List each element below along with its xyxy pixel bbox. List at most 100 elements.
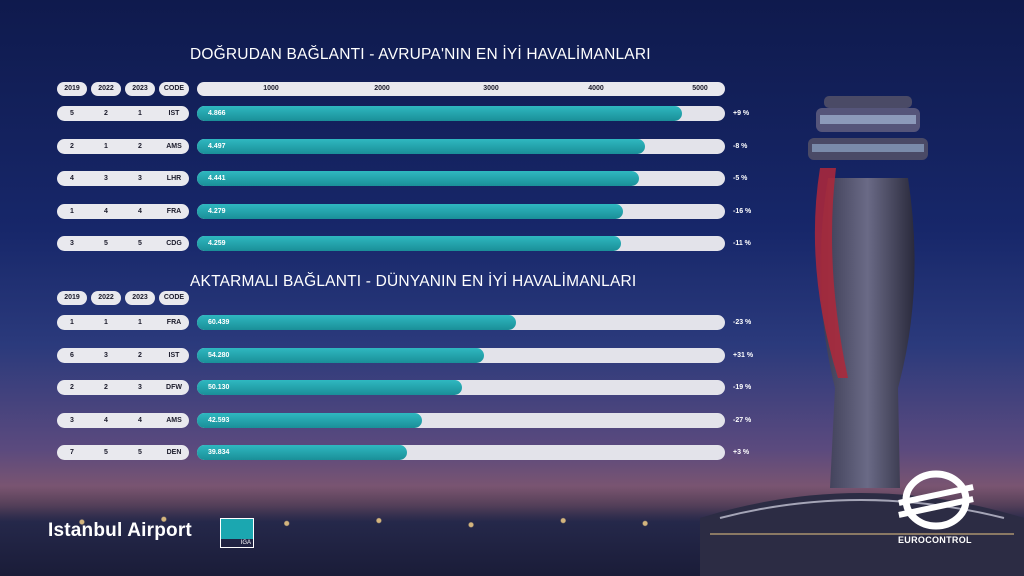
airport-code: DEN xyxy=(166,449,182,456)
airport-code: LHR xyxy=(166,175,182,182)
ranking-pill: 3 5 5 CDG xyxy=(57,236,189,251)
bar-ist: 54.280 xyxy=(197,347,484,363)
bar-fra: 4.279 xyxy=(197,203,623,219)
rank-2019: 2 xyxy=(70,384,74,391)
airport-control-tower-illustration xyxy=(808,96,928,488)
bar-dfw: 50.130 xyxy=(197,380,462,395)
bar-track: 60.439 xyxy=(197,315,725,330)
rank-2023: 5 xyxy=(138,240,142,247)
section-title-transfer: AKTARMALI BAĞLANTI - DÜNYANIN EN İYİ HAV… xyxy=(190,273,637,290)
rank-2022: 4 xyxy=(104,416,108,424)
bar-value-label: 4.497 xyxy=(208,142,226,150)
istanbul-airport-logo: Istanbul Airport xyxy=(48,520,192,541)
change-percent: +31 % xyxy=(733,351,754,359)
bar-value-label: 4.259 xyxy=(208,240,226,247)
bar-track: 42.593 xyxy=(197,412,725,428)
header-pill-2023: 2023 xyxy=(125,291,155,305)
airport-code: DFW xyxy=(166,384,182,391)
rank-2019: 3 xyxy=(70,416,74,424)
ranking-pill: 3 4 4 AMS xyxy=(57,412,189,428)
bar-value-label: 50.130 xyxy=(208,384,230,391)
bar-track: 4.279 xyxy=(197,203,725,219)
rank-2022: 1 xyxy=(104,319,108,326)
airport-code: FRA xyxy=(166,207,182,215)
rank-2019: 4 xyxy=(70,175,74,182)
eurocontrol-wordmark: EUROCONTROL xyxy=(898,535,972,545)
ranking-pill: 1 4 4 FRA xyxy=(57,203,189,219)
header-pill-2023: 2023 xyxy=(125,82,155,96)
bar-cdg: 4.259 xyxy=(197,236,621,251)
rank-2019: 6 xyxy=(70,351,74,359)
bar-track: 4.259 xyxy=(197,236,725,251)
bar-value-label: 4.279 xyxy=(208,207,226,215)
rank-2022: 3 xyxy=(104,351,108,359)
rank-2022: 2 xyxy=(104,110,108,117)
ranking-pill: 6 3 2 IST xyxy=(57,347,189,363)
header-pill-2022: 2022 xyxy=(91,82,121,96)
airport-code: AMS xyxy=(166,416,182,424)
rank-2022: 4 xyxy=(104,207,108,215)
rank-2022: 3 xyxy=(104,175,108,182)
airport-code: IST xyxy=(168,351,180,359)
change-percent: -16 % xyxy=(733,207,752,215)
bar-ams: 42.593 xyxy=(197,412,422,428)
change-percent: -8 % xyxy=(733,142,748,150)
bar-track: 39.834 xyxy=(197,445,725,460)
bar-value-label: 60.439 xyxy=(208,319,230,326)
bar-track: 50.130 xyxy=(197,380,725,395)
section-title-direct: DOĞRUDAN BAĞLANTI - AVRUPA'NIN EN İYİ HA… xyxy=(190,46,651,63)
rank-2019: 1 xyxy=(70,319,74,326)
airport-code: IST xyxy=(168,110,180,117)
bar-den: 39.834 xyxy=(197,445,407,460)
ranking-pill: 2 2 3 DFW xyxy=(57,380,189,395)
rank-2022: 5 xyxy=(104,449,108,456)
change-percent: -11 % xyxy=(733,240,751,247)
airport-code: AMS xyxy=(166,142,182,150)
bar-value-label: 54.280 xyxy=(208,351,230,359)
bar-value-label: 4.441 xyxy=(208,175,226,182)
rank-2023: 4 xyxy=(138,416,142,424)
x-tick-label: 2000 xyxy=(374,85,390,92)
rank-2023: 4 xyxy=(138,207,142,215)
ranking-pill: 5 2 1 IST xyxy=(57,106,189,121)
x-tick-label: 5000 xyxy=(692,85,708,92)
change-percent: +9 % xyxy=(733,110,750,117)
header-pill-2022: 2022 xyxy=(91,291,121,305)
rank-2023: 2 xyxy=(138,142,142,150)
header-pill-code: CODE xyxy=(159,291,189,305)
bar-track: 4.866 xyxy=(197,106,725,121)
airport-code: FRA xyxy=(166,319,182,326)
rank-2023: 1 xyxy=(138,110,142,117)
change-percent: -19 % xyxy=(733,384,752,391)
rank-2023: 5 xyxy=(138,449,142,456)
bar-value-label: 39.834 xyxy=(208,449,230,456)
rank-2022: 2 xyxy=(104,384,108,391)
rank-2023: 3 xyxy=(138,384,142,391)
airport-code: CDG xyxy=(166,240,182,247)
change-percent: -23 % xyxy=(733,319,752,326)
x-tick-label: 1000 xyxy=(263,85,279,92)
change-percent: +3 % xyxy=(733,449,750,456)
rank-2023: 3 xyxy=(138,175,142,182)
bar-track: 4.441 xyxy=(197,171,725,186)
rank-2019: 3 xyxy=(70,240,74,247)
ranking-pill: 1 1 1 FRA xyxy=(57,315,189,330)
rank-2023: 2 xyxy=(138,351,142,359)
rank-2022: 1 xyxy=(104,142,108,150)
x-tick-label: 3000 xyxy=(483,85,499,92)
header-pill-code: CODE xyxy=(159,82,189,96)
bar-lhr: 4.441 xyxy=(197,171,639,186)
eurocontrol-logo-icon xyxy=(898,470,974,530)
bar-ist: 4.866 xyxy=(197,106,682,121)
rank-2019: 2 xyxy=(70,142,74,150)
iga-text: IGA xyxy=(240,540,251,546)
bar-track: 4.497 xyxy=(197,138,725,154)
rank-2023: 1 xyxy=(138,319,142,326)
bar-track: 54.280 xyxy=(197,347,725,363)
rank-2019: 7 xyxy=(70,449,74,456)
ranking-pill: 7 5 5 DEN xyxy=(57,445,189,460)
rank-2019: 1 xyxy=(70,207,74,215)
bar-ams: 4.497 xyxy=(197,138,645,154)
rank-2019: 5 xyxy=(70,110,74,117)
bar-fra: 60.439 xyxy=(197,315,516,330)
